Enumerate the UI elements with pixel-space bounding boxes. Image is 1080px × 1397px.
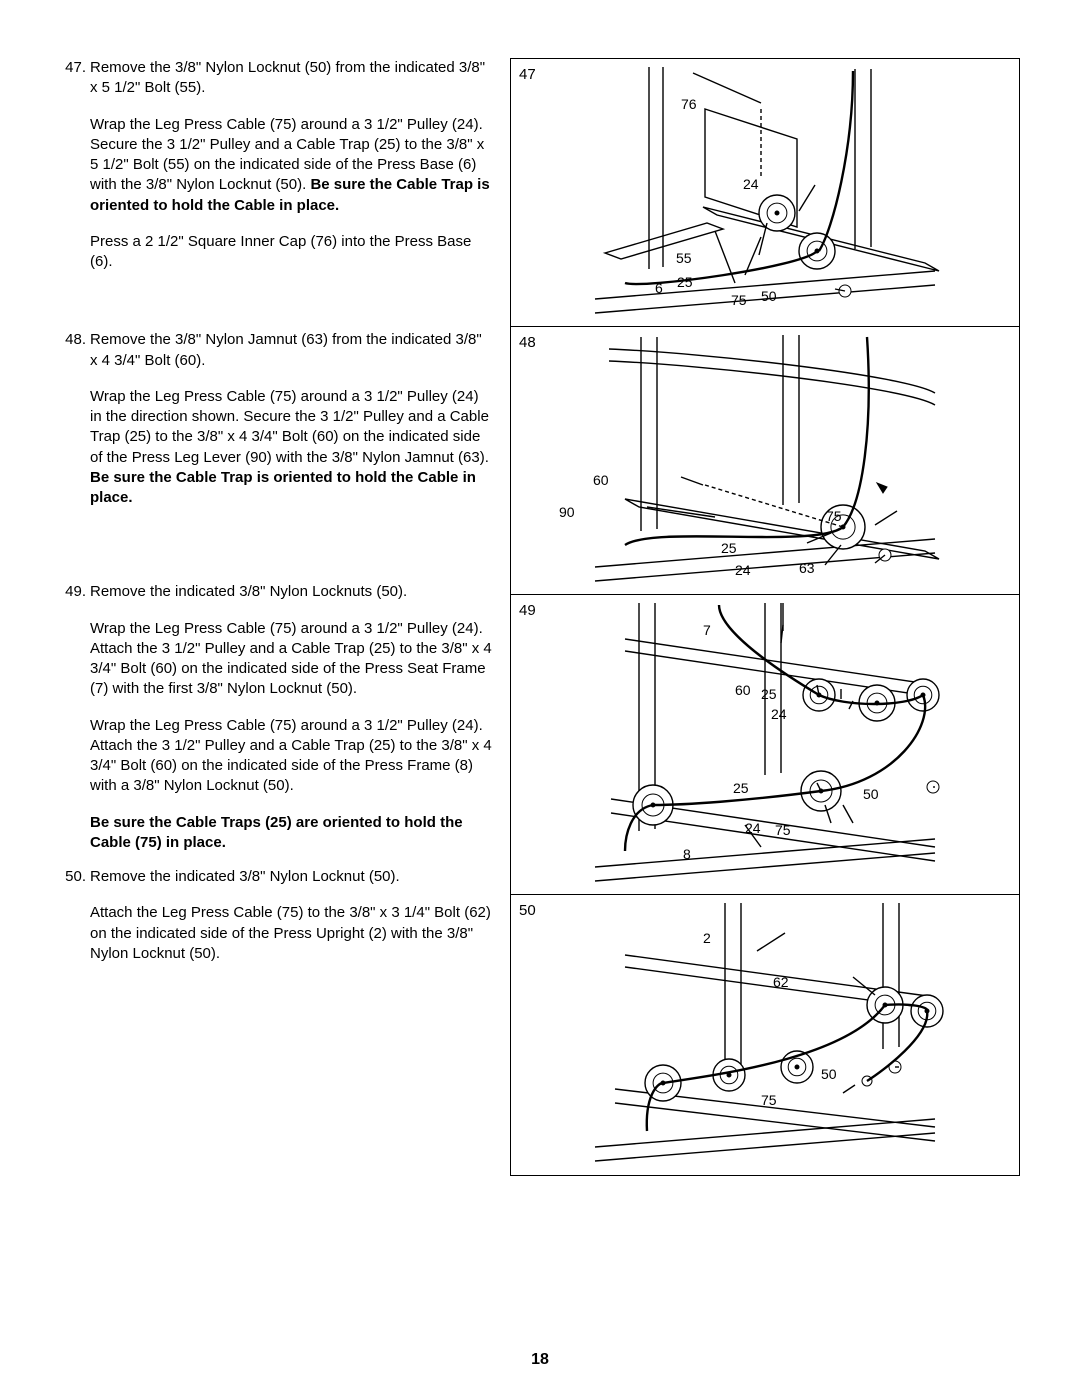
diagram-number: 49 [519,601,536,621]
step-number: 48. [60,330,90,508]
part-callout: 75 [775,821,791,840]
part-callout: 24 [735,561,751,580]
part-callout: 75 [761,1091,777,1110]
step-body: Remove the indicated 3/8" Nylon Locknuts… [90,582,492,853]
step-paragraph: Remove the 3/8" Nylon Jamnut (63) from t… [90,330,492,371]
text-run: Attach the Leg Press Cable (75) to the 3… [90,904,491,962]
diagram-cell: 497602524255024758 [511,595,1019,895]
instruction-step: 47.Remove the 3/8" Nylon Locknut (50) fr… [60,58,492,272]
part-callout: 62 [773,973,789,992]
diagram-cell: 47 76 24 55 25 6 75 50 [511,59,1019,327]
step-number: 50. [60,867,90,964]
diagram-cell: 50 2 62 50 75 [511,895,1019,1175]
part-callout: 8 [683,845,691,864]
part-callout: 75 [731,291,747,310]
text-run: Remove the 3/8" Nylon Jamnut (63) from t… [90,331,482,368]
part-callout: 75 [826,507,842,526]
step-paragraph: Wrap the Leg Press Cable (75) around a 3… [90,619,492,700]
step-body: Remove the 3/8" Nylon Jamnut (63) from t… [90,330,492,508]
part-callout: 24 [771,705,787,724]
part-callout: 2 [703,929,711,948]
instructions-column: 47.Remove the 3/8" Nylon Locknut (50) fr… [60,58,492,1176]
step-paragraph: Wrap the Leg Press Cable (75) around a 3… [90,387,492,509]
step-paragraph: Remove the 3/8" Nylon Locknut (50) from … [90,58,492,99]
diagram-number: 48 [519,333,536,353]
diagram-cell: 48 60 90 75 25 24 63 [511,327,1019,595]
part-callout: 24 [745,819,761,838]
assembly-diagram [511,895,1019,1175]
instruction-step: 48.Remove the 3/8" Nylon Jamnut (63) fro… [60,330,492,508]
part-callout: 50 [761,287,777,306]
assembly-diagram [511,327,1019,595]
part-callout: 6 [655,279,663,298]
step-paragraph: Press a 2 1/2" Square Inner Cap (76) int… [90,232,492,273]
assembly-diagram [511,595,1019,895]
part-callout: 60 [735,681,751,700]
text-run: Remove the 3/8" Nylon Locknut (50) from … [90,59,485,96]
text-run: Wrap the Leg Press Cable (75) around a 3… [90,620,492,698]
part-callout: 24 [743,175,759,194]
part-callout: 7 [703,621,711,640]
part-callout: 60 [593,471,609,490]
text-run: Wrap the Leg Press Cable (75) around a 3… [90,388,489,466]
bold-text: Be sure the Cable Traps (25) are oriente… [90,814,463,851]
text-run: Press a 2 1/2" Square Inner Cap (76) int… [90,233,471,270]
step-paragraph: Remove the indicated 3/8" Nylon Locknuts… [90,582,492,602]
step-paragraph: Attach the Leg Press Cable (75) to the 3… [90,903,492,964]
step-paragraph: Remove the indicated 3/8" Nylon Locknut … [90,867,492,887]
part-callout: 55 [676,249,692,268]
part-callout: 90 [559,503,575,522]
part-callout: 50 [821,1065,837,1084]
bold-text: Be sure the Cable Trap is oriented to ho… [90,469,476,506]
part-callout: 25 [677,273,693,292]
diagram-number: 47 [519,65,536,85]
instruction-step: 50.Remove the indicated 3/8" Nylon Lockn… [60,867,492,964]
diagrams-column: 4776245525675504860907525246349760252425… [510,58,1020,1176]
part-callout: 25 [761,685,777,704]
step-paragraph: Wrap the Leg Press Cable (75) around a 3… [90,115,492,216]
step-number: 49. [60,582,90,853]
step-body: Remove the 3/8" Nylon Locknut (50) from … [90,58,492,272]
part-callout: 76 [681,95,697,114]
text-run: Wrap the Leg Press Cable (75) around a 3… [90,717,492,795]
instruction-step: 49.Remove the indicated 3/8" Nylon Lockn… [60,582,492,853]
part-callout: 25 [721,539,737,558]
step-number: 47. [60,58,90,272]
page-number: 18 [531,1349,549,1371]
step-paragraph: Wrap the Leg Press Cable (75) around a 3… [90,716,492,797]
part-callout: 50 [863,785,879,804]
step-body: Remove the indicated 3/8" Nylon Locknut … [90,867,492,964]
step-paragraph: Be sure the Cable Traps (25) are oriente… [90,813,492,854]
part-callout: 63 [799,559,815,578]
diagram-number: 50 [519,901,536,921]
part-callout: 25 [733,779,749,798]
text-run: Remove the indicated 3/8" Nylon Locknut … [90,868,400,885]
text-run: Remove the indicated 3/8" Nylon Locknuts… [90,583,407,600]
